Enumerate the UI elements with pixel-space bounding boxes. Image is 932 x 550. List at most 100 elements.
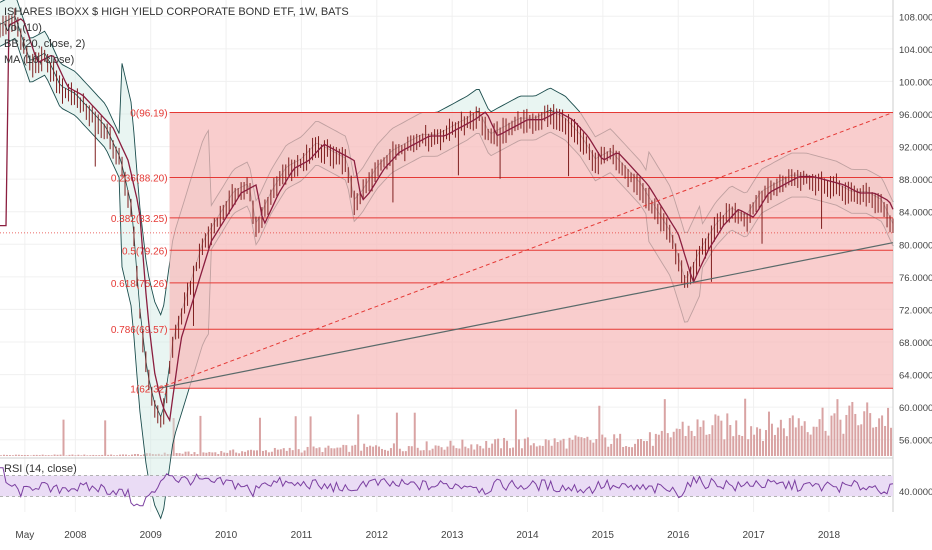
volume-bar <box>637 439 640 456</box>
volume-bar <box>767 411 770 456</box>
volume-bar <box>565 448 568 456</box>
volume-bar <box>878 418 881 456</box>
legend-vol[interactable]: Vol (10) <box>4 22 42 34</box>
time-axis[interactable]: May 2008 2009 2010 2011 2012 2013 2014 2015 2016 2… <box>15 530 840 541</box>
rsi-band <box>0 475 893 497</box>
volume-bar <box>678 428 681 456</box>
volume-bar <box>56 454 59 456</box>
price-tick-label: 104.0000 <box>899 45 932 56</box>
volume-bar <box>127 455 130 456</box>
volume-bar <box>23 454 26 456</box>
volume-bar <box>41 454 44 456</box>
volume-bar <box>428 450 431 456</box>
volume-bar <box>779 419 782 456</box>
volume-bar <box>482 448 485 456</box>
volume-bar <box>285 450 288 456</box>
volume-bar <box>47 455 50 456</box>
fib-trend-line[interactable] <box>158 111 894 389</box>
price-series <box>0 8 894 428</box>
time-tick-label: 2017 <box>742 530 765 541</box>
price-axis[interactable]: 108.0000 104.0000 100.0000 96.0000 92.0000 88… <box>899 12 932 446</box>
volume-bar <box>279 449 282 456</box>
volume-bar <box>887 407 890 456</box>
price-tick-label: 60.0000 <box>899 403 932 414</box>
volume-bar <box>648 432 651 456</box>
volume-bar <box>381 448 384 456</box>
fib-label: 0(96.19) <box>130 108 167 119</box>
volume-bar <box>631 447 634 456</box>
volume-bar <box>616 438 619 456</box>
volume-bar <box>562 438 565 456</box>
volume-bar <box>273 447 276 456</box>
volume-bar <box>383 449 386 456</box>
volume-bar <box>511 447 514 456</box>
volume-bar <box>119 454 122 456</box>
volume-bar <box>142 454 145 456</box>
volume-bar <box>401 451 404 456</box>
volume-bar <box>818 419 821 456</box>
volume-bar <box>211 452 214 456</box>
legend-ma[interactable]: MA (10, close) <box>4 54 75 66</box>
volume-bar <box>160 454 163 456</box>
volume-bar <box>26 454 29 456</box>
volume-bar <box>321 452 324 456</box>
rsi-line <box>0 467 894 507</box>
time-tick-label: 2010 <box>215 530 238 541</box>
volume-bar <box>44 455 47 456</box>
trend-line[interactable] <box>158 242 894 390</box>
volume-bar <box>336 447 339 456</box>
volume-bar <box>574 435 577 456</box>
volume-bar <box>345 445 348 456</box>
volume-bar <box>101 454 104 456</box>
volume-bar <box>806 432 809 456</box>
volume-bar <box>839 419 842 456</box>
volume-bar <box>291 450 294 456</box>
volume-bar <box>556 442 559 456</box>
volume-bar <box>812 426 815 456</box>
drawn-lines[interactable] <box>158 111 894 390</box>
volume-bar <box>869 413 872 456</box>
volume-bar <box>151 454 154 456</box>
time-tick-label: 2015 <box>592 530 615 541</box>
volume-bar <box>815 426 818 456</box>
volume-bar <box>366 446 369 456</box>
volume-bar <box>794 427 797 456</box>
volume-bar <box>357 414 360 456</box>
rsi-panel[interactable]: 40.0000 <box>0 467 932 507</box>
volume-bar <box>416 447 419 456</box>
volume-bar <box>443 449 446 456</box>
volume-bar <box>226 452 229 456</box>
volume-bar <box>232 449 235 456</box>
volume-bar <box>410 446 413 456</box>
ma-line <box>0 18 894 423</box>
volume-bar <box>83 454 86 456</box>
volume-bar <box>163 452 166 456</box>
volume-bar <box>705 434 708 456</box>
rsi-legend[interactable]: RSI (14, close) <box>4 463 77 475</box>
volume-bar <box>208 451 211 456</box>
volume-bar <box>241 451 244 456</box>
volume-bar <box>541 445 544 456</box>
volume-bar <box>756 427 759 456</box>
volume-bar <box>884 425 887 456</box>
volume-bar <box>613 434 616 456</box>
volume-bar <box>586 436 589 456</box>
volume-bar <box>148 453 151 456</box>
volume-bar <box>145 453 148 456</box>
fib-label: 0.618(75.26) <box>111 279 168 290</box>
volume-bar <box>776 427 779 456</box>
legend-bb[interactable]: BB (20, close, 2) <box>4 38 86 50</box>
chart-legend: ISHARES IBOXX $ HIGH YIELD CORPORATE BON… <box>4 4 349 68</box>
volume-bar <box>53 454 56 456</box>
volume-bar <box>29 455 32 456</box>
volume-bar <box>190 453 193 456</box>
volume-bar <box>20 454 23 456</box>
volume-bar <box>753 434 756 456</box>
price-tick-label: 56.0000 <box>899 436 932 447</box>
volume-bar <box>50 455 53 456</box>
fib-label: 0.236(88.20) <box>111 174 168 185</box>
legend-symbol[interactable]: ISHARES IBOXX $ HIGH YIELD CORPORATE BON… <box>4 6 349 18</box>
volume-bar <box>547 440 550 456</box>
volume-bar <box>297 449 300 456</box>
